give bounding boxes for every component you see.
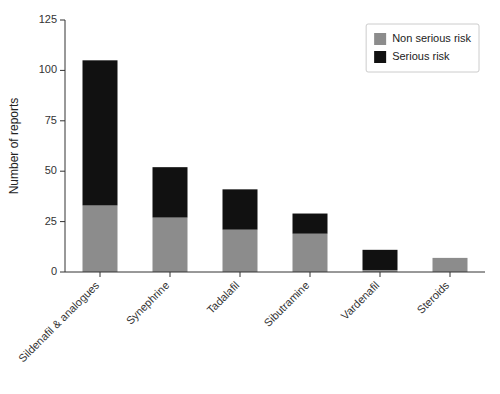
bar [153,167,188,217]
y-tick [60,120,65,121]
x-tick [450,272,451,277]
bar [83,205,118,272]
bar [433,258,468,272]
bar [293,214,328,234]
legend-swatch [374,51,386,63]
x-tick-label: Tadalafil [204,279,241,316]
bar [363,250,398,270]
legend-frame [366,24,479,72]
bar [293,234,328,272]
y-tick-label: 25 [45,215,57,227]
x-tick-label: Sibutramine [261,279,311,329]
y-axis-line [65,20,66,272]
chart-container: 0 25 50 75 100 125 Sildenafil & analogues Synep… [0,0,500,394]
x-tick-label: Sildenafil & analogues [16,279,102,365]
y-tick [60,171,65,172]
x-axis-line [65,272,485,273]
y-tick-label: 125 [39,13,57,25]
y-tick [60,221,65,222]
bar [223,189,258,229]
x-tick [170,272,171,277]
bars [83,60,468,272]
y-axis-label: Number of reports [7,98,21,195]
y-tick-label: 75 [45,114,57,126]
bar [153,218,188,272]
bar [83,60,118,205]
x-tick [100,272,101,277]
y-tick [60,70,65,71]
x-tick [310,272,311,277]
x-tick-label: Steroids [414,279,451,316]
chart-svg: 0 25 50 75 100 125 Sildenafil & analogues Synep… [0,0,500,394]
bar [223,230,258,272]
legend: Non serious risk Serious risk [366,24,479,72]
axes: 0 25 50 75 100 125 Sildenafil & analogues Synep… [16,13,485,364]
bar [433,257,468,258]
y-tick-label: 0 [51,265,57,277]
x-tick [380,272,381,277]
y-tick-label: 100 [39,63,57,75]
y-tick-label: 50 [45,164,57,176]
x-tick-label: Synephrine [124,279,172,327]
y-tick [60,20,65,21]
legend-label: Non serious risk [392,32,471,44]
legend-swatch [374,33,386,45]
x-tick [240,272,241,277]
legend-label: Serious risk [392,50,450,62]
x-tick-label: Vardenafil [338,279,381,322]
y-tick [60,272,65,273]
